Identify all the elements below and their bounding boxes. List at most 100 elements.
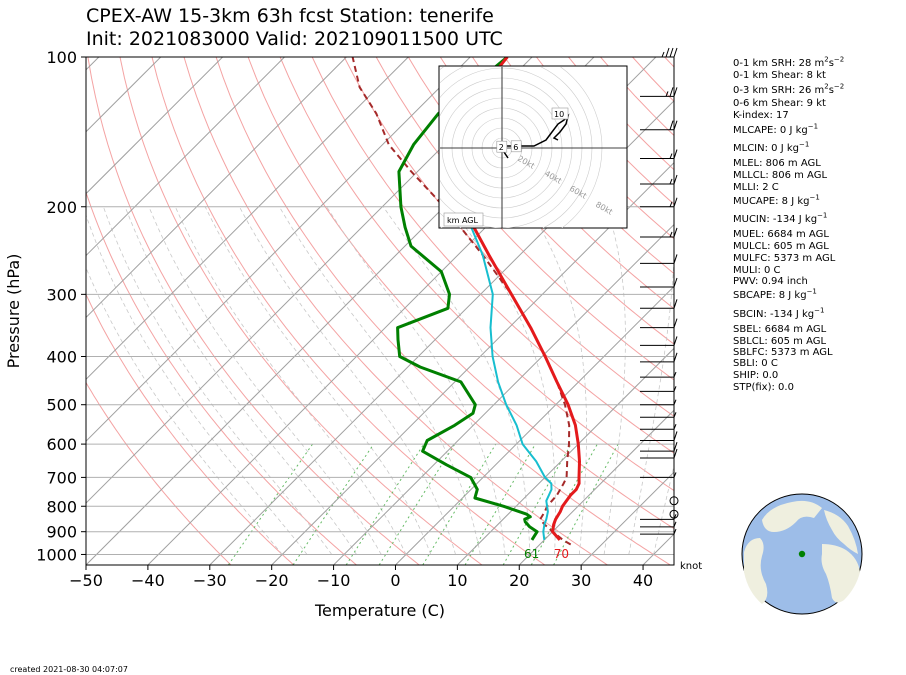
wind-barb <box>640 386 677 392</box>
y-tick-label: 400 <box>46 348 77 367</box>
dry-adiabat <box>279 57 674 492</box>
index-line: SBCIN: -134 J kg−1 <box>733 306 825 320</box>
land-north <box>762 500 822 532</box>
barb-half <box>669 231 673 238</box>
y-tick-label: 700 <box>46 468 77 487</box>
y-tick-label: 500 <box>46 396 77 415</box>
hodograph-height-box <box>551 107 569 120</box>
moist-adiabat <box>653 464 674 555</box>
index-line: MLCAPE: 0 J kg−1 <box>733 122 819 136</box>
moist-adiabat <box>86 266 283 555</box>
barb-full <box>669 120 674 130</box>
x-tick-label: 10 <box>447 571 467 590</box>
index-line: SBLFC: 5373 m AGL <box>733 347 833 358</box>
land-africa <box>821 544 860 603</box>
index-line: 0-6 km Shear: 9 kt <box>733 98 826 109</box>
index-line: MUEL: 6684 m AGL <box>733 229 829 240</box>
index-line: MUCAPE: 8 J kg−1 <box>733 193 820 207</box>
barb-half <box>669 153 673 159</box>
surface-temp-label: 70 <box>554 547 569 561</box>
barb-half <box>669 178 673 185</box>
index-line: MUCIN: -134 J kg−1 <box>733 211 828 225</box>
dry-adiabat <box>311 57 674 454</box>
wind-barb <box>640 174 678 185</box>
index-line: SBCAPE: 8 J kg−1 <box>733 287 817 301</box>
dry-adiabat <box>87 57 420 565</box>
isotherm <box>86 57 409 381</box>
wind-unit-label: knot <box>680 561 702 572</box>
isotherm <box>86 57 285 257</box>
hodograph-height-box <box>496 140 508 153</box>
wind-barb <box>640 149 678 160</box>
y-axis-label: Pressure (hPa) <box>4 254 23 369</box>
index-line: K-index: 17 <box>733 110 789 121</box>
y-tick-label: 300 <box>46 285 77 304</box>
dry-adiabat <box>86 381 232 565</box>
hodograph-frame <box>438 65 628 229</box>
dry-adiabat <box>375 57 674 381</box>
isotherm <box>86 57 162 133</box>
barb-half <box>669 201 673 207</box>
isotherm <box>518 409 674 565</box>
wind-barb <box>640 197 678 208</box>
land-europe <box>824 510 858 554</box>
dry-adiabat <box>407 57 674 345</box>
x-tick-label: 30 <box>571 571 591 590</box>
x-tick-label: −10 <box>317 571 351 590</box>
moist-adiabat <box>103 206 333 555</box>
index-line: MULFC: 5373 m AGL <box>733 253 836 264</box>
index-line: MLLI: 2 C <box>733 182 779 193</box>
barb-full <box>669 87 674 97</box>
dry-adiabat <box>86 293 295 565</box>
index-line: MLEL: 806 m AGL <box>733 158 821 169</box>
hodograph-label: km AGL <box>447 216 479 225</box>
moist-adiabat <box>450 206 556 555</box>
index-line: 0-1 km Shear: 8 kt <box>733 70 826 81</box>
index-line: SBLCL: 605 m AGL <box>733 336 827 347</box>
x-axis-label: Temperature (C) <box>314 601 445 620</box>
isotherm <box>86 57 223 195</box>
moist-adiabat <box>86 213 308 555</box>
hodograph-height-label: 10 <box>554 110 564 119</box>
moist-adiabat <box>204 206 432 555</box>
wind-barb <box>640 254 678 264</box>
index-line: MULCL: 605 m AGL <box>733 241 829 252</box>
x-tick-label: −40 <box>131 571 165 590</box>
land-america <box>744 538 768 604</box>
mixing-ratio-line <box>378 443 456 565</box>
y-tick-label: 900 <box>46 523 77 542</box>
index-line: SBEL: 6684 m AGL <box>733 324 827 335</box>
x-tick-label: 20 <box>509 571 529 590</box>
wind-barb <box>640 47 678 58</box>
index-line: STP(fix): 0.0 <box>733 382 794 393</box>
wind-barb <box>640 227 678 238</box>
index-line: 0-1 km SRH: 28 m2s−2 <box>733 55 845 69</box>
isotherm <box>457 347 674 565</box>
isotherm <box>86 57 347 319</box>
index-line: SBLI: 0 C <box>733 358 778 369</box>
hodograph-legend-box <box>443 212 484 227</box>
chart-title: CPEX-AW 15-3km 63h fcst Station: tenerif… <box>86 5 494 27</box>
isotherm <box>271 161 674 565</box>
wind-barb <box>640 120 678 131</box>
moist-adiabat <box>528 206 587 555</box>
mixing-ratio-line <box>292 443 375 565</box>
index-line: MLLCL: 806 m AGL <box>733 170 828 181</box>
mixing-ratio-line <box>464 443 536 565</box>
dry-adiabat <box>247 57 674 530</box>
index-line: 0-3 km SRH: 26 m2s−2 <box>733 82 845 96</box>
barb-full <box>665 47 670 58</box>
y-tick-label: 800 <box>46 497 77 516</box>
plot-frame <box>85 56 675 566</box>
hodograph-height-label: 2 <box>499 143 504 152</box>
wind-barb <box>640 448 678 459</box>
x-tick-label: −50 <box>69 571 103 590</box>
dry-adiabat <box>119 57 483 565</box>
parcel-line <box>351 57 572 546</box>
y-tick-label: 1000 <box>36 545 77 564</box>
isotherm <box>86 57 471 442</box>
wind-barb <box>640 318 678 329</box>
dry-adiabat <box>151 57 546 565</box>
hodograph-height-box <box>510 140 522 153</box>
